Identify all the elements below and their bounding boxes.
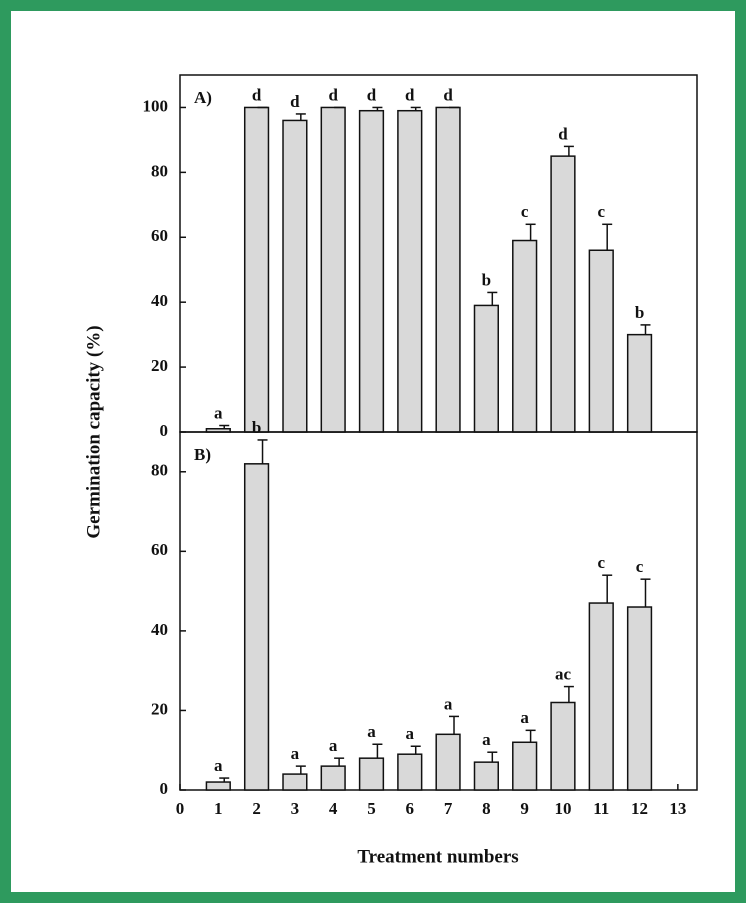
bar (243, 106, 270, 433)
bar (282, 773, 308, 791)
significance-label: c (597, 202, 605, 221)
y-tick-label: 0 (160, 779, 169, 798)
bar (512, 239, 538, 433)
significance-label: d (290, 92, 300, 111)
significance-label: ac (555, 664, 572, 683)
y-tick-label: 0 (160, 421, 169, 440)
y-tick-label: 100 (143, 96, 169, 115)
significance-label: a (291, 744, 300, 763)
x-tick-label: 8 (482, 799, 491, 818)
significance-label: a (520, 708, 529, 727)
bar (473, 761, 499, 791)
x-tick-label: 0 (176, 799, 185, 818)
significance-label: b (252, 418, 261, 437)
bar (358, 757, 385, 791)
bar (320, 765, 346, 791)
significance-label: a (214, 403, 223, 422)
bar (282, 119, 308, 433)
y-tick-label: 40 (151, 620, 168, 639)
significance-label: a (367, 722, 376, 741)
y-tick-label: 80 (151, 161, 168, 180)
x-tick-label: 3 (291, 799, 300, 818)
x-tick-label: 1 (214, 799, 223, 818)
significance-label: b (482, 270, 491, 289)
x-tick-label: 10 (554, 799, 571, 818)
significance-label: d (443, 85, 453, 104)
x-tick-label: 4 (329, 799, 338, 818)
significance-label: d (405, 85, 415, 104)
bar (588, 602, 614, 791)
x-tick-label: 13 (669, 799, 686, 818)
significance-label: d (367, 85, 377, 104)
significance-label: c (636, 557, 644, 576)
bar (320, 106, 346, 433)
significance-label: b (635, 303, 644, 322)
bar (435, 733, 461, 791)
x-axis-label: Treatment numbers (357, 846, 518, 867)
bar (550, 701, 576, 791)
panel-label: B) (194, 445, 211, 464)
x-tick-label: 9 (520, 799, 529, 818)
bar (397, 753, 423, 791)
significance-label: d (558, 124, 568, 143)
bar (473, 304, 499, 433)
significance-label: a (482, 730, 491, 749)
y-axis-label: Germination capacity (%) (83, 325, 104, 538)
bar (397, 109, 423, 433)
x-tick-label: 12 (631, 799, 648, 818)
significance-label: a (214, 756, 223, 775)
x-tick-label: 7 (444, 799, 453, 818)
y-tick-label: 20 (151, 356, 168, 375)
bar (243, 463, 270, 791)
bar (512, 741, 538, 791)
bar (358, 109, 385, 433)
bar (588, 249, 614, 433)
bar (626, 606, 653, 791)
y-tick-label: 20 (151, 699, 168, 718)
bar (550, 155, 576, 433)
x-tick-label: 2 (252, 799, 261, 818)
significance-label: a (406, 724, 415, 743)
significance-label: d (252, 85, 262, 104)
y-tick-label: 40 (151, 291, 168, 310)
x-tick-label: 6 (406, 799, 415, 818)
significance-label: d (328, 85, 338, 104)
significance-label: a (444, 694, 453, 713)
bar (205, 781, 231, 791)
significance-label: c (521, 202, 529, 221)
bar (435, 106, 461, 433)
panel-label: A) (194, 88, 212, 107)
y-tick-label: 80 (151, 461, 168, 480)
significance-label: a (329, 736, 338, 755)
x-tick-label: 11 (593, 799, 609, 818)
x-tick-label: 5 (367, 799, 376, 818)
bar (626, 333, 653, 433)
significance-label: c (597, 553, 605, 572)
y-tick-label: 60 (151, 226, 168, 245)
y-tick-label: 60 (151, 540, 168, 559)
